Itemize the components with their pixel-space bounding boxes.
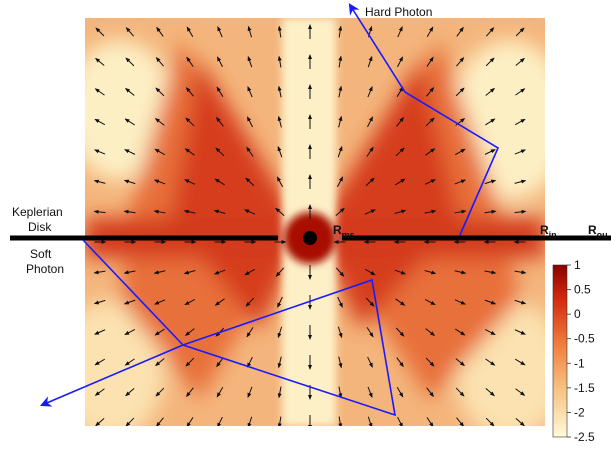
r-ms-sub: ms — [342, 230, 355, 240]
soft-photon-label: Photon — [26, 262, 64, 276]
density-map — [55, 18, 570, 440]
soft-photon-label: Soft — [30, 247, 52, 261]
colorbar — [553, 265, 567, 437]
colorbar-tick-label: -1 — [574, 356, 585, 370]
hard-photon-label: Hard Photon — [365, 5, 432, 19]
colorbar-tick-label: 1 — [574, 258, 581, 272]
keplerian-label: Disk — [28, 220, 52, 234]
colorbar-tick-label: -0.5 — [574, 332, 595, 346]
colorbar-tick-label: -1.5 — [574, 381, 595, 395]
keplerian-label: Keplerian — [12, 205, 63, 219]
r-ms-main: R — [333, 223, 342, 237]
colorbar-tick-label: 0.5 — [574, 283, 591, 297]
figure: Hard Photon Keplerian Disk Soft Photon R… — [0, 0, 611, 450]
r-out-sub: ou — [597, 230, 608, 240]
black-hole — [303, 231, 317, 245]
colorbar-tick-label: -2.5 — [574, 430, 595, 444]
r-out-main: R — [588, 223, 597, 237]
r-in-sub: in — [549, 230, 557, 240]
r-in-main: R — [540, 223, 549, 237]
colorbar-tick-label: -2 — [574, 405, 585, 419]
colorbar-tick-label: 0 — [574, 307, 581, 321]
colorbar-ticks: 1 0.5 0 -0.5 -1 -1.5 -2 -2.5 — [567, 258, 595, 444]
